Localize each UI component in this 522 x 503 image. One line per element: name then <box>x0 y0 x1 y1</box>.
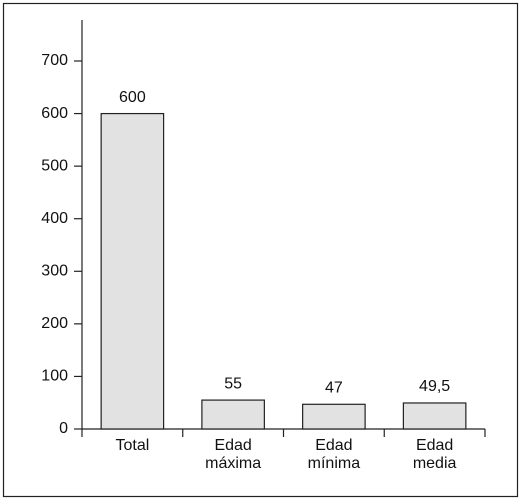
y-tick-label: 600 <box>41 105 68 122</box>
x-tick-label: Total <box>115 437 150 454</box>
bar <box>201 399 265 430</box>
value-label: 600 <box>119 89 146 106</box>
y-tick-label: 0 <box>59 420 68 437</box>
y-tick-label: 700 <box>41 52 68 69</box>
frame <box>2 2 519 498</box>
x-tick-label: Edad mínima <box>307 437 361 472</box>
y-tick-label: 400 <box>41 210 68 227</box>
x-tick-label: Edad media <box>412 437 457 472</box>
y-tick-label: 200 <box>41 315 68 332</box>
bar <box>402 402 467 430</box>
value-label: 55 <box>224 375 242 392</box>
y-tick-label: 500 <box>41 157 68 174</box>
y-tick-label: 100 <box>41 368 68 385</box>
bar <box>100 112 165 430</box>
bar <box>302 403 366 430</box>
y-tick-label: 300 <box>41 263 68 280</box>
value-label: 49,5 <box>419 378 450 395</box>
x-tick-label: Edad máxima <box>205 437 262 472</box>
value-label: 47 <box>325 380 343 397</box>
